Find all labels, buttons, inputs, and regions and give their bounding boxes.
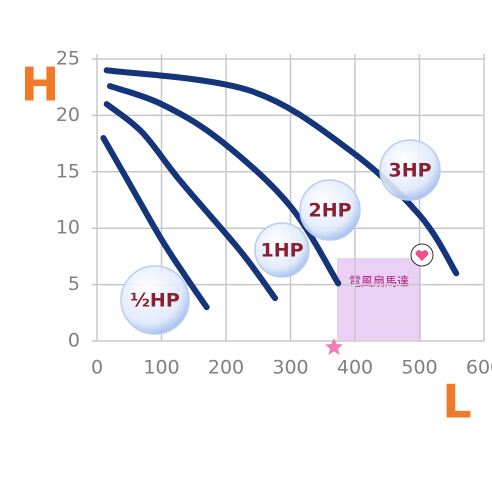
y-tick-label: 5 (68, 273, 80, 295)
bubble (254, 222, 310, 278)
y-tick-label: 0 (68, 330, 80, 352)
y-tick-label: 15 (56, 160, 80, 182)
x-tick-label: 100 (143, 357, 179, 379)
y-axis-label: H (21, 58, 60, 112)
bubble (379, 139, 441, 201)
bubble (120, 265, 190, 335)
curve (103, 101, 279, 302)
series-label: 1HP (260, 240, 303, 262)
box-label: 電風扇馬達 (349, 274, 409, 289)
curve (100, 134, 210, 311)
x-axis-label: L (442, 375, 471, 429)
series-label: 2HP (308, 200, 351, 222)
star (325, 338, 343, 355)
x-tick-label: 400 (337, 357, 373, 379)
curve (103, 67, 460, 277)
highlight-box (337, 258, 421, 340)
x-tick-label: 300 (272, 357, 308, 379)
heart (415, 250, 429, 261)
x-tick-label: 200 (208, 357, 244, 379)
y-tick-label: 25 (56, 48, 80, 70)
series-label: 3HP (388, 160, 431, 182)
y-tick-label: 10 (56, 217, 80, 239)
curve (106, 83, 342, 287)
x-tick-label: 600 (466, 357, 492, 379)
bubble (299, 179, 361, 241)
y-tick-label: 20 (56, 104, 80, 126)
x-tick-label: 0 (91, 357, 103, 379)
series-label: ½HP (130, 290, 180, 312)
x-tick-label: 500 (401, 357, 437, 379)
